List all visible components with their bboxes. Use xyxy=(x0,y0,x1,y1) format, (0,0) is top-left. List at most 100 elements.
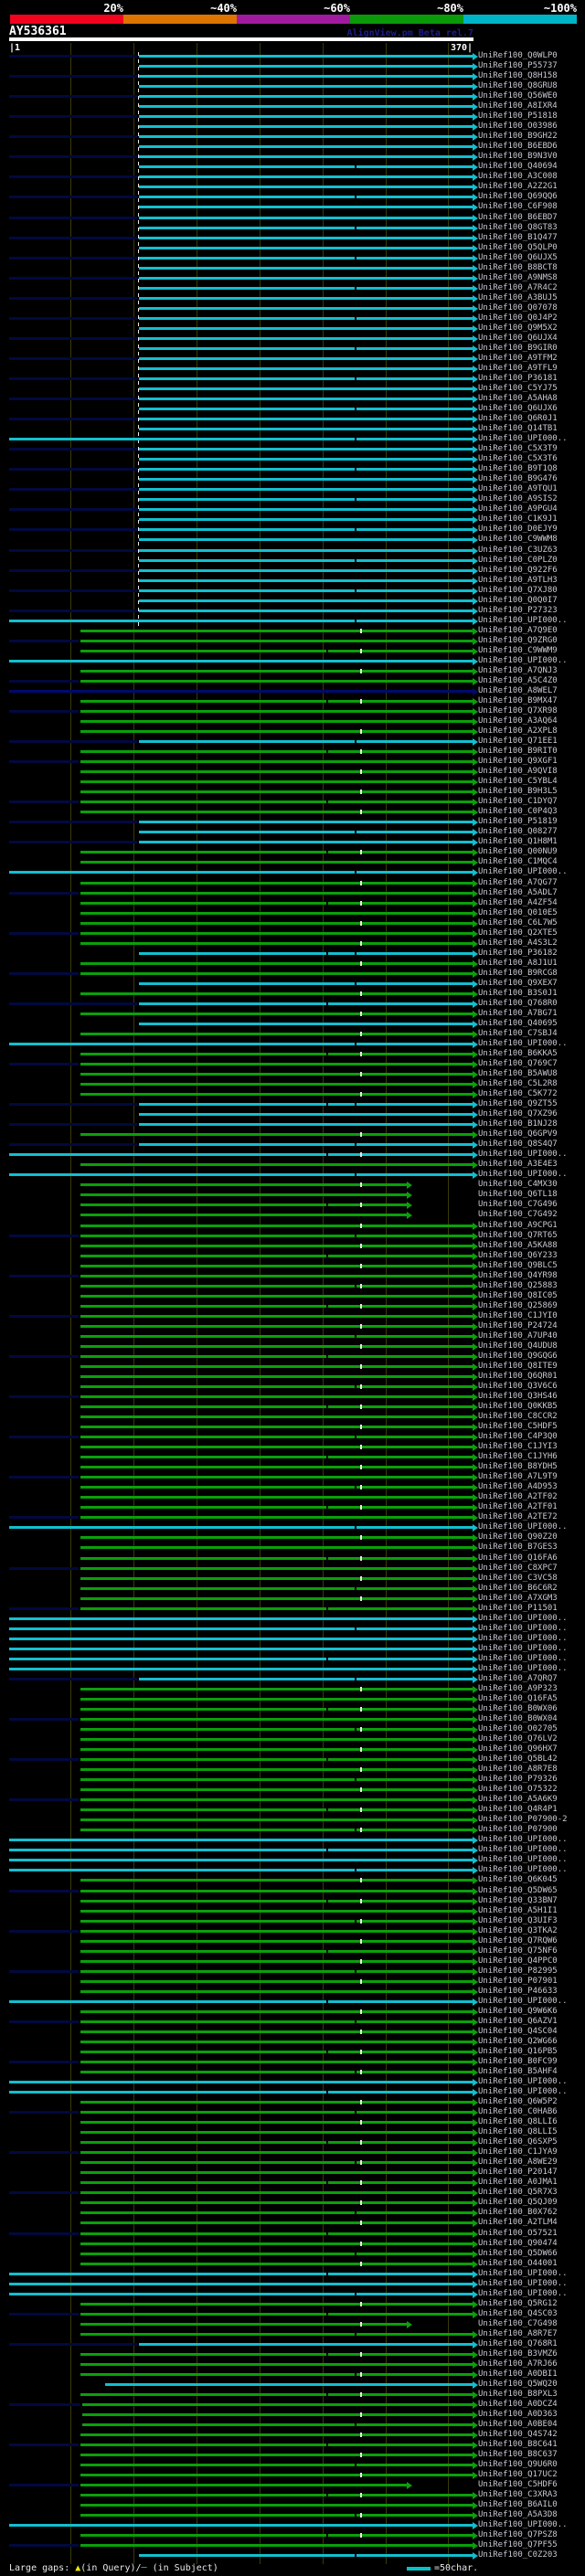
alignment-row[interactable]: UniRef100_Q7RT65 xyxy=(0,1231,585,1243)
hit-label[interactable]: UniRef100_Q6QR01 xyxy=(478,1371,558,1381)
alignment-row[interactable]: UniRef100_A9SIS2 xyxy=(0,495,585,506)
hit-label[interactable]: UniRef100_B8BCT8 xyxy=(478,262,558,272)
hit-label[interactable]: UniRef100_Q6K045 xyxy=(478,1875,558,1885)
alignment-bar[interactable] xyxy=(139,538,473,542)
alignment-row[interactable]: UniRef100_Q56WE0 xyxy=(0,92,585,103)
alignment-row[interactable]: UniRef100_Q0KKB5 xyxy=(0,1403,585,1414)
hit-label[interactable]: UniRef100_B9N3V0 xyxy=(478,152,558,162)
alignment-row[interactable]: UniRef100_C5X3T6 xyxy=(0,455,585,466)
alignment-row[interactable]: UniRef100_Q4SC03 xyxy=(0,2309,585,2321)
alignment-bar[interactable] xyxy=(80,2231,473,2235)
alignment-bar[interactable] xyxy=(80,1496,473,1500)
hit-label[interactable]: UniRef100_C1JYH6 xyxy=(478,1452,558,1462)
alignment-row[interactable]: UniRef100_B9MX47 xyxy=(0,696,585,708)
alignment-row[interactable]: UniRef100_A2XPL8 xyxy=(0,726,585,738)
alignment-bar[interactable] xyxy=(80,1949,473,1953)
alignment-bar[interactable] xyxy=(139,296,473,300)
alignment-row[interactable]: UniRef100_B8C641 xyxy=(0,2441,585,2452)
alignment-bar[interactable] xyxy=(139,236,473,239)
alignment-row[interactable]: UniRef100_UPI000.. xyxy=(0,1644,585,1656)
hit-label[interactable]: UniRef100_Q16FA5 xyxy=(478,1693,558,1703)
alignment-row[interactable]: UniRef100_Q40694 xyxy=(0,163,585,174)
alignment-bar[interactable] xyxy=(80,639,473,642)
alignment-row[interactable]: UniRef100_Q4UDU8 xyxy=(0,1341,585,1353)
hit-label[interactable]: UniRef100_A0DBI1 xyxy=(478,2369,558,2379)
alignment-row[interactable]: UniRef100_C3VC58 xyxy=(0,1573,585,1585)
alignment-bar[interactable] xyxy=(9,871,473,875)
alignment-bar[interactable] xyxy=(80,750,473,754)
alignment-bar[interactable] xyxy=(80,2201,473,2205)
alignment-row[interactable]: UniRef100_A3C008 xyxy=(0,173,585,184)
alignment-bar[interactable] xyxy=(80,2221,473,2225)
alignment-bar[interactable] xyxy=(80,2131,473,2135)
alignment-row[interactable]: UniRef100_UPI000.. xyxy=(0,1523,585,1534)
hit-label[interactable]: UniRef100_O75322 xyxy=(478,1785,558,1795)
alignment-row[interactable]: UniRef100_Q16FA6 xyxy=(0,1553,585,1565)
alignment-bar[interactable] xyxy=(139,468,473,472)
hit-label[interactable]: UniRef100_A7UP40 xyxy=(478,1330,558,1341)
alignment-bar[interactable] xyxy=(139,1143,473,1147)
alignment-row[interactable]: UniRef100_Q3HS46 xyxy=(0,1393,585,1404)
alignment-row[interactable]: UniRef100_C7SBJ4 xyxy=(0,1029,585,1041)
alignment-bar[interactable] xyxy=(139,306,473,310)
alignment-row[interactable]: UniRef100_Q6QR01 xyxy=(0,1371,585,1383)
alignment-row[interactable]: UniRef100_B3S0J1 xyxy=(0,989,585,1001)
alignment-row[interactable]: UniRef100_B9RCG8 xyxy=(0,969,585,981)
alignment-row[interactable]: UniRef100_C1JYH6 xyxy=(0,1452,585,1464)
hit-label[interactable]: UniRef100_A2Z2G1 xyxy=(478,182,558,192)
hit-label[interactable]: UniRef100_UPI000.. xyxy=(478,655,568,665)
alignment-row[interactable]: UniRef100_C1JYA9 xyxy=(0,2148,585,2159)
alignment-bar[interactable] xyxy=(139,115,473,119)
hit-label[interactable]: UniRef100_C9WWM9 xyxy=(478,645,558,655)
alignment-bar[interactable] xyxy=(80,2474,473,2477)
alignment-bar[interactable] xyxy=(80,2393,473,2396)
alignment-row[interactable]: UniRef100_B5AHF4 xyxy=(0,2068,585,2079)
alignment-bar[interactable] xyxy=(80,1979,473,1983)
hit-label[interactable]: UniRef100_A9CPG1 xyxy=(478,1220,558,1230)
alignment-bar[interactable] xyxy=(80,2019,473,2023)
hit-label[interactable]: UniRef100_B9GIR0 xyxy=(478,343,558,353)
alignment-row[interactable]: UniRef100_P07900 xyxy=(0,1825,585,1837)
hit-label[interactable]: UniRef100_A2XPL8 xyxy=(478,726,558,736)
hit-label[interactable]: UniRef100_A5A3D8 xyxy=(478,2510,558,2520)
alignment-row[interactable]: UniRef100_Q7PF55 xyxy=(0,2541,585,2552)
alignment-row[interactable]: UniRef100_Q3V6C6 xyxy=(0,1382,585,1394)
alignment-row[interactable]: UniRef100_C0PLZ0 xyxy=(0,556,585,567)
hit-label[interactable]: UniRef100_Q96HX7 xyxy=(478,1744,558,1754)
alignment-bar[interactable] xyxy=(139,336,473,340)
alignment-bar[interactable] xyxy=(9,619,473,622)
hit-label[interactable]: UniRef100_P46633 xyxy=(478,1986,558,1996)
hit-label[interactable]: UniRef100_C7G496 xyxy=(478,1200,558,1210)
alignment-row[interactable]: UniRef100_B0FC99 xyxy=(0,2058,585,2069)
alignment-bar[interactable] xyxy=(139,216,473,219)
alignment-bar[interactable] xyxy=(139,518,473,522)
alignment-bar[interactable] xyxy=(80,1476,473,1479)
alignment-bar[interactable] xyxy=(80,2141,473,2145)
alignment-row[interactable]: UniRef100_Q9BLC5 xyxy=(0,1261,585,1273)
hit-label[interactable]: UniRef100_Q6AZV1 xyxy=(478,2016,558,2026)
alignment-bar[interactable] xyxy=(80,2504,473,2507)
alignment-row[interactable]: UniRef100_A2TF01 xyxy=(0,1503,585,1514)
hit-label[interactable]: UniRef100_P51819 xyxy=(478,817,558,827)
alignment-row[interactable]: UniRef100_O02705 xyxy=(0,1725,585,1736)
hit-label[interactable]: UniRef100_C3VC58 xyxy=(478,1573,558,1583)
hit-label[interactable]: UniRef100_Q4SC04 xyxy=(478,2026,558,2036)
alignment-bar[interactable] xyxy=(80,881,473,885)
alignment-row[interactable]: UniRef100_Q6R0J1 xyxy=(0,415,585,426)
alignment-row[interactable]: UniRef100_A9QVI8 xyxy=(0,768,585,779)
alignment-bar[interactable] xyxy=(80,1818,473,1822)
alignment-bar[interactable] xyxy=(80,2534,473,2538)
hit-label[interactable]: UniRef100_B6KKA5 xyxy=(478,1049,558,1058)
hit-label[interactable]: UniRef100_P07900 xyxy=(478,1825,558,1835)
alignment-bar[interactable] xyxy=(139,75,473,79)
alignment-row[interactable]: UniRef100_A0DBI1 xyxy=(0,2369,585,2381)
alignment-row[interactable]: UniRef100_Q9M5X2 xyxy=(0,323,585,335)
alignment-bar[interactable] xyxy=(80,1778,473,1782)
alignment-row[interactable]: UniRef100_UPI000.. xyxy=(0,2078,585,2089)
alignment-bar[interactable] xyxy=(80,2322,407,2326)
alignment-row[interactable]: UniRef100_B1NJ28 xyxy=(0,1120,585,1131)
alignment-bar[interactable] xyxy=(80,1707,473,1711)
hit-label[interactable]: UniRef100_B9RIT0 xyxy=(478,747,558,757)
hit-label[interactable]: UniRef100_Q0Q0I7 xyxy=(478,595,558,605)
hit-label[interactable]: UniRef100_Q3V6C6 xyxy=(478,1382,558,1391)
